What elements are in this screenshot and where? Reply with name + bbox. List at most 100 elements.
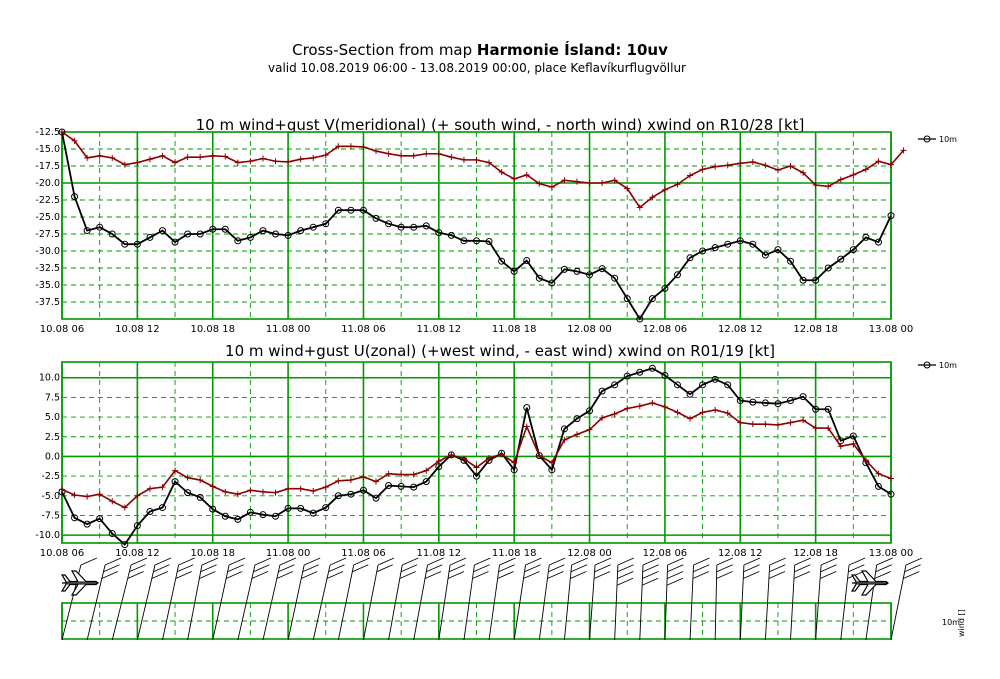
wind-barb-staff xyxy=(538,564,550,641)
data-point-gust xyxy=(473,464,480,471)
y-tick-label: -17.5 xyxy=(35,161,60,172)
data-point-10m xyxy=(498,257,506,265)
wind-barb-feather xyxy=(820,557,838,566)
data-point-10m xyxy=(372,494,380,502)
data-point-10m xyxy=(184,489,192,497)
y-tick-label: -20.0 xyxy=(35,178,60,189)
wind-barb-feather xyxy=(447,571,465,579)
wind-barb-staff xyxy=(187,564,203,641)
y-tick-label: 5.0 xyxy=(45,412,60,423)
data-point-gust xyxy=(724,162,731,169)
data-point-10m xyxy=(410,483,418,491)
wind-barb-feather xyxy=(101,571,119,579)
data-point-gust xyxy=(812,425,819,432)
zonal-chart: 10.0 7.5 5.0 2.5 0.0 -2.5 -5.0 -7.5 -10.0 10.08 0… xyxy=(35,361,914,559)
data-point-10m xyxy=(347,490,355,498)
wind-barb-feather xyxy=(525,557,542,566)
data-point-10m xyxy=(246,233,254,241)
data-point-gust xyxy=(385,470,392,477)
data-point-gust xyxy=(611,410,618,417)
data-point-10m xyxy=(334,492,342,500)
data-point-gust xyxy=(523,423,530,430)
data-point-gust xyxy=(674,409,681,416)
wind-barb-feather xyxy=(227,564,244,573)
wind-barb-feather xyxy=(524,564,541,573)
data-point-10m xyxy=(673,381,681,389)
data-point-10m xyxy=(158,227,166,235)
data-point-10m xyxy=(837,255,845,263)
x-tick-label: 10.08 18 xyxy=(190,324,235,335)
data-point-10m xyxy=(347,206,355,214)
wind-barb-staff xyxy=(312,564,331,641)
wind-barb-staff xyxy=(589,564,596,641)
wind-barb-staff xyxy=(212,564,230,641)
wind-barb-feather xyxy=(549,557,566,566)
wind-barb-feather xyxy=(693,564,710,573)
x-tick-label: 12.08 06 xyxy=(643,324,688,335)
wind-barb-feather xyxy=(848,557,866,566)
wind-barb-feather xyxy=(154,557,172,566)
y-tick-label: -27.5 xyxy=(35,229,60,240)
data-point-gust xyxy=(146,485,153,492)
wind-barb-feather xyxy=(279,557,297,566)
wind-barb-feather xyxy=(353,557,370,566)
data-point-gust xyxy=(737,419,744,426)
data-point-gust xyxy=(661,186,668,193)
data-point-gust xyxy=(787,419,794,426)
wind-barb-feather xyxy=(769,564,786,573)
y-tick-label: -37.5 xyxy=(35,297,60,308)
wind-barb-feather xyxy=(225,571,243,579)
wind-barb-feather xyxy=(769,557,786,566)
wind-barb-feather xyxy=(426,564,443,573)
x-tick-label: 10.08 12 xyxy=(115,324,160,335)
data-point-gust xyxy=(486,455,493,462)
x-tick-label: 11.08 18 xyxy=(492,324,537,335)
data-point-10m xyxy=(196,493,204,501)
x-tick-label: 11.08 00 xyxy=(266,324,311,335)
data-point-gust xyxy=(825,425,832,432)
wind-barb-staff xyxy=(363,564,379,641)
data-point-gust xyxy=(573,431,580,438)
data-point-10m xyxy=(761,399,769,407)
wind-barb-feather xyxy=(104,557,122,566)
data-point-gust xyxy=(674,181,681,188)
wind-barb-staff xyxy=(790,564,796,641)
x-tick-label: 10.08 12 xyxy=(115,548,160,559)
data-point-gust xyxy=(96,152,103,159)
data-point-10m xyxy=(221,225,229,233)
wind-barb-feather xyxy=(127,571,144,579)
data-point-gust xyxy=(850,440,857,447)
data-point-gust xyxy=(197,154,204,161)
data-point-10m xyxy=(749,240,757,248)
data-point-gust xyxy=(862,166,869,173)
data-point-gust xyxy=(285,485,292,492)
data-point-10m xyxy=(133,240,141,248)
data-point-10m xyxy=(661,284,669,292)
data-point-gust xyxy=(259,155,266,162)
data-point-10m xyxy=(849,246,857,254)
data-point-gust xyxy=(737,160,744,167)
data-point-10m xyxy=(397,482,405,490)
wind-barb-staff xyxy=(614,564,619,641)
data-point-gust xyxy=(310,488,317,495)
data-point-10m xyxy=(473,472,480,480)
panel1-title: 10 m wind+gust V(meridional) (+ south wi… xyxy=(196,116,805,134)
x-tick-label: 13.08 00 xyxy=(869,548,914,559)
wind-barb-feather xyxy=(617,557,635,566)
x-tick-label: 11.08 18 xyxy=(492,548,537,559)
x-tick-label: 12.08 18 xyxy=(793,324,838,335)
data-point-gust xyxy=(121,161,128,168)
data-point-gust xyxy=(109,154,116,161)
data-point-gust xyxy=(410,152,417,159)
wind-barb-feather xyxy=(427,557,444,566)
data-point-10m xyxy=(849,432,857,440)
data-point-10m xyxy=(121,541,129,549)
data-point-gust xyxy=(774,421,781,428)
data-point-10m xyxy=(334,206,342,214)
wind-barb-feather xyxy=(904,564,921,573)
data-point-gust xyxy=(473,156,480,163)
wind-barb-feather xyxy=(129,564,146,573)
wind-barb-staff xyxy=(639,564,644,641)
data-point-gust xyxy=(599,414,606,421)
wind-barb-feather xyxy=(329,557,347,566)
